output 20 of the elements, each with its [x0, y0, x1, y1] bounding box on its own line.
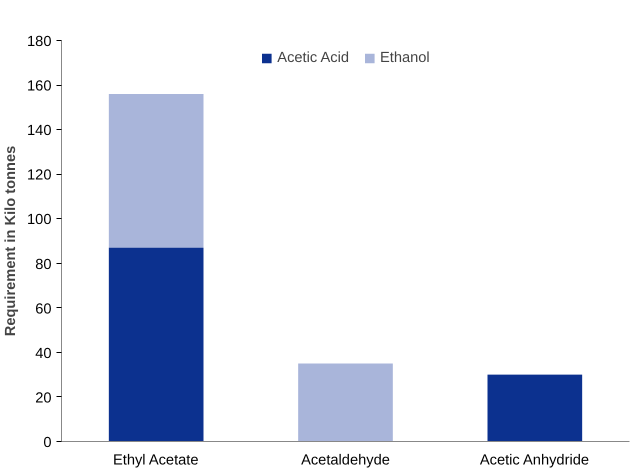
- y-tick-label: 80: [35, 256, 52, 273]
- bar: [488, 374, 582, 442]
- bar: [108, 248, 204, 442]
- x-tick-label: Acetic Anhydride: [480, 452, 590, 468]
- legend-label: Acetic Acid: [277, 50, 349, 66]
- y-axis-title: Requirement in Kilo tonnes: [3, 146, 20, 336]
- y-tick-label: 120: [27, 168, 52, 184]
- legend-label: Ethanol: [380, 50, 430, 66]
- y-tick-label: 40: [35, 346, 52, 362]
- y-tick-label: 0: [43, 435, 52, 451]
- y-tick-label: 20: [35, 390, 52, 406]
- bar: [108, 94, 204, 248]
- y-tick-label: 60: [35, 301, 52, 318]
- x-tick-label: Acetaldehyde: [301, 452, 390, 468]
- x-tick-label: Ethyl Acetate: [112, 452, 199, 468]
- y-tick-label: 180: [27, 34, 52, 50]
- y-tick-label: 140: [27, 123, 52, 140]
- y-tick-label: 160: [27, 78, 52, 95]
- bar: [298, 364, 393, 442]
- y-tick-label: 100: [27, 212, 52, 228]
